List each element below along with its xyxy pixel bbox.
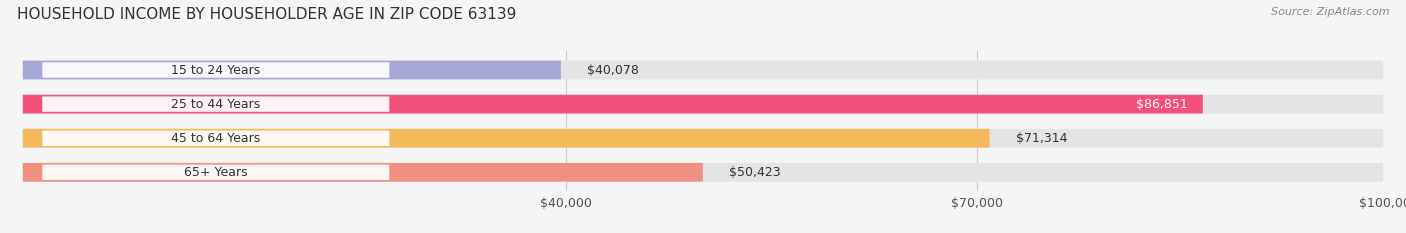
Text: 45 to 64 Years: 45 to 64 Years [172, 132, 260, 145]
FancyBboxPatch shape [22, 163, 1384, 182]
FancyBboxPatch shape [42, 165, 389, 180]
FancyBboxPatch shape [22, 61, 1384, 79]
Text: HOUSEHOLD INCOME BY HOUSEHOLDER AGE IN ZIP CODE 63139: HOUSEHOLD INCOME BY HOUSEHOLDER AGE IN Z… [17, 7, 516, 22]
FancyBboxPatch shape [22, 95, 1384, 113]
Text: $50,423: $50,423 [730, 166, 780, 179]
Text: 15 to 24 Years: 15 to 24 Years [172, 64, 260, 76]
FancyBboxPatch shape [22, 129, 1384, 147]
FancyBboxPatch shape [22, 129, 990, 147]
FancyBboxPatch shape [42, 130, 389, 146]
Text: 25 to 44 Years: 25 to 44 Years [172, 98, 260, 111]
FancyBboxPatch shape [42, 62, 389, 78]
Text: 65+ Years: 65+ Years [184, 166, 247, 179]
Text: $71,314: $71,314 [1017, 132, 1067, 145]
FancyBboxPatch shape [22, 61, 561, 79]
FancyBboxPatch shape [42, 96, 389, 112]
Text: Source: ZipAtlas.com: Source: ZipAtlas.com [1271, 7, 1389, 17]
FancyBboxPatch shape [22, 95, 1202, 113]
FancyBboxPatch shape [22, 163, 703, 182]
Text: $86,851: $86,851 [1136, 98, 1188, 111]
Text: $40,078: $40,078 [588, 64, 640, 76]
